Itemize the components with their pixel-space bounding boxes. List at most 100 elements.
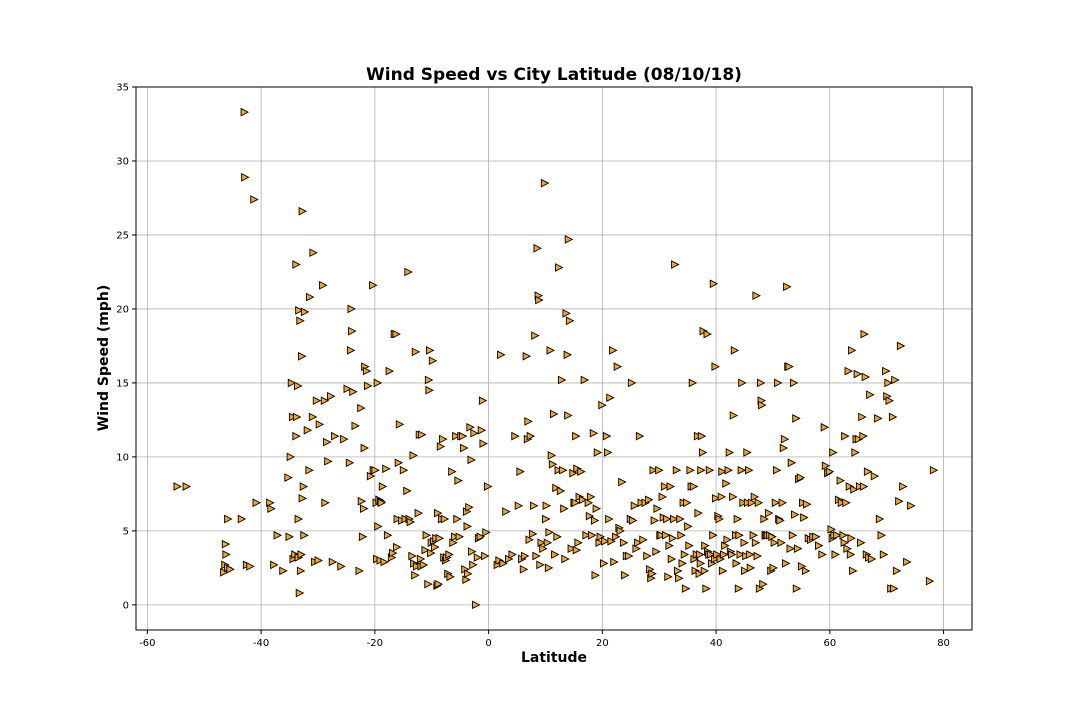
data-point (800, 513, 809, 522)
data-point (374, 522, 383, 531)
data-point (464, 569, 473, 579)
data-point (788, 530, 798, 540)
data-point (837, 498, 847, 508)
data-point (548, 459, 558, 469)
data-point (605, 514, 614, 524)
data-point (454, 476, 463, 485)
data-point (297, 550, 306, 559)
data-point (780, 434, 790, 444)
data-point (779, 443, 789, 453)
data-point (294, 514, 304, 524)
data-point (694, 508, 703, 518)
y-tick-label: 20 (116, 304, 129, 315)
data-point (874, 414, 883, 423)
data-point (596, 532, 606, 542)
data-point (879, 550, 889, 559)
data-point (226, 565, 235, 574)
data-point (737, 465, 747, 475)
data-point (858, 412, 867, 422)
data-point (859, 482, 869, 491)
data-point (287, 378, 297, 388)
data-point (820, 422, 830, 432)
data-point (791, 510, 800, 519)
data-point (481, 551, 490, 561)
data-point (551, 550, 560, 559)
data-point (426, 346, 435, 355)
data-point (778, 498, 788, 508)
data-point (727, 550, 737, 559)
data-point (925, 576, 935, 586)
data-point (680, 550, 690, 559)
data-point (385, 366, 395, 376)
data-point (825, 467, 835, 477)
y-tick-label: 0 (123, 600, 129, 611)
data-point (345, 458, 355, 468)
data-point (406, 517, 416, 527)
x-tick-label: -40 (253, 638, 269, 649)
data-point (476, 532, 486, 542)
data-point (753, 551, 763, 561)
data-point (891, 375, 900, 385)
data-point (306, 292, 315, 302)
data-point (774, 378, 783, 388)
data-point (525, 535, 534, 545)
data-point (854, 434, 864, 444)
data-point (635, 431, 645, 441)
data-point (308, 412, 318, 422)
y-axis-ticks: 0 5 10 15 20 25 30 35 (116, 83, 136, 611)
data-points (173, 107, 939, 610)
data-point (472, 600, 481, 610)
data-point (401, 514, 410, 524)
data-point (555, 263, 564, 272)
data-point (533, 243, 542, 253)
data-point (559, 465, 568, 475)
data-point (857, 538, 866, 548)
data-point (556, 486, 566, 496)
data-point (502, 507, 511, 516)
data-point (571, 498, 581, 508)
data-point (706, 550, 716, 559)
data-point (552, 483, 561, 493)
data-point (890, 584, 899, 593)
data-point (535, 295, 544, 305)
y-axis-label: Wind Speed (mph) (96, 285, 112, 431)
data-point (564, 411, 573, 420)
data-point (593, 448, 603, 457)
data-point (298, 351, 307, 361)
data-point (660, 482, 670, 491)
data-point (427, 548, 436, 558)
data-point (859, 431, 868, 441)
data-point (685, 541, 694, 551)
data-point (560, 504, 569, 514)
data-point (286, 452, 296, 462)
data-point (840, 538, 850, 548)
data-point (582, 530, 591, 540)
data-point (294, 381, 303, 391)
data-point (712, 493, 721, 503)
data-point (663, 514, 672, 524)
plot-frame (135, 86, 973, 631)
data-point (564, 235, 574, 244)
data-point (722, 479, 731, 488)
data-point (592, 504, 602, 514)
data-point (888, 412, 898, 422)
data-point (323, 437, 332, 447)
data-point (698, 448, 708, 457)
data-point (721, 541, 730, 551)
data-point (657, 530, 666, 540)
data-point (572, 431, 581, 441)
data-point (715, 514, 724, 524)
data-point (591, 570, 600, 580)
data-point (540, 178, 550, 188)
data-point (382, 464, 391, 474)
data-point (439, 434, 448, 444)
data-point (479, 439, 488, 448)
data-point (434, 579, 443, 589)
data-point (453, 514, 462, 524)
data-point (577, 467, 586, 477)
data-point (545, 528, 554, 537)
data-point (867, 554, 877, 564)
data-point (351, 421, 360, 431)
data-point (376, 556, 385, 565)
data-point (445, 550, 454, 559)
